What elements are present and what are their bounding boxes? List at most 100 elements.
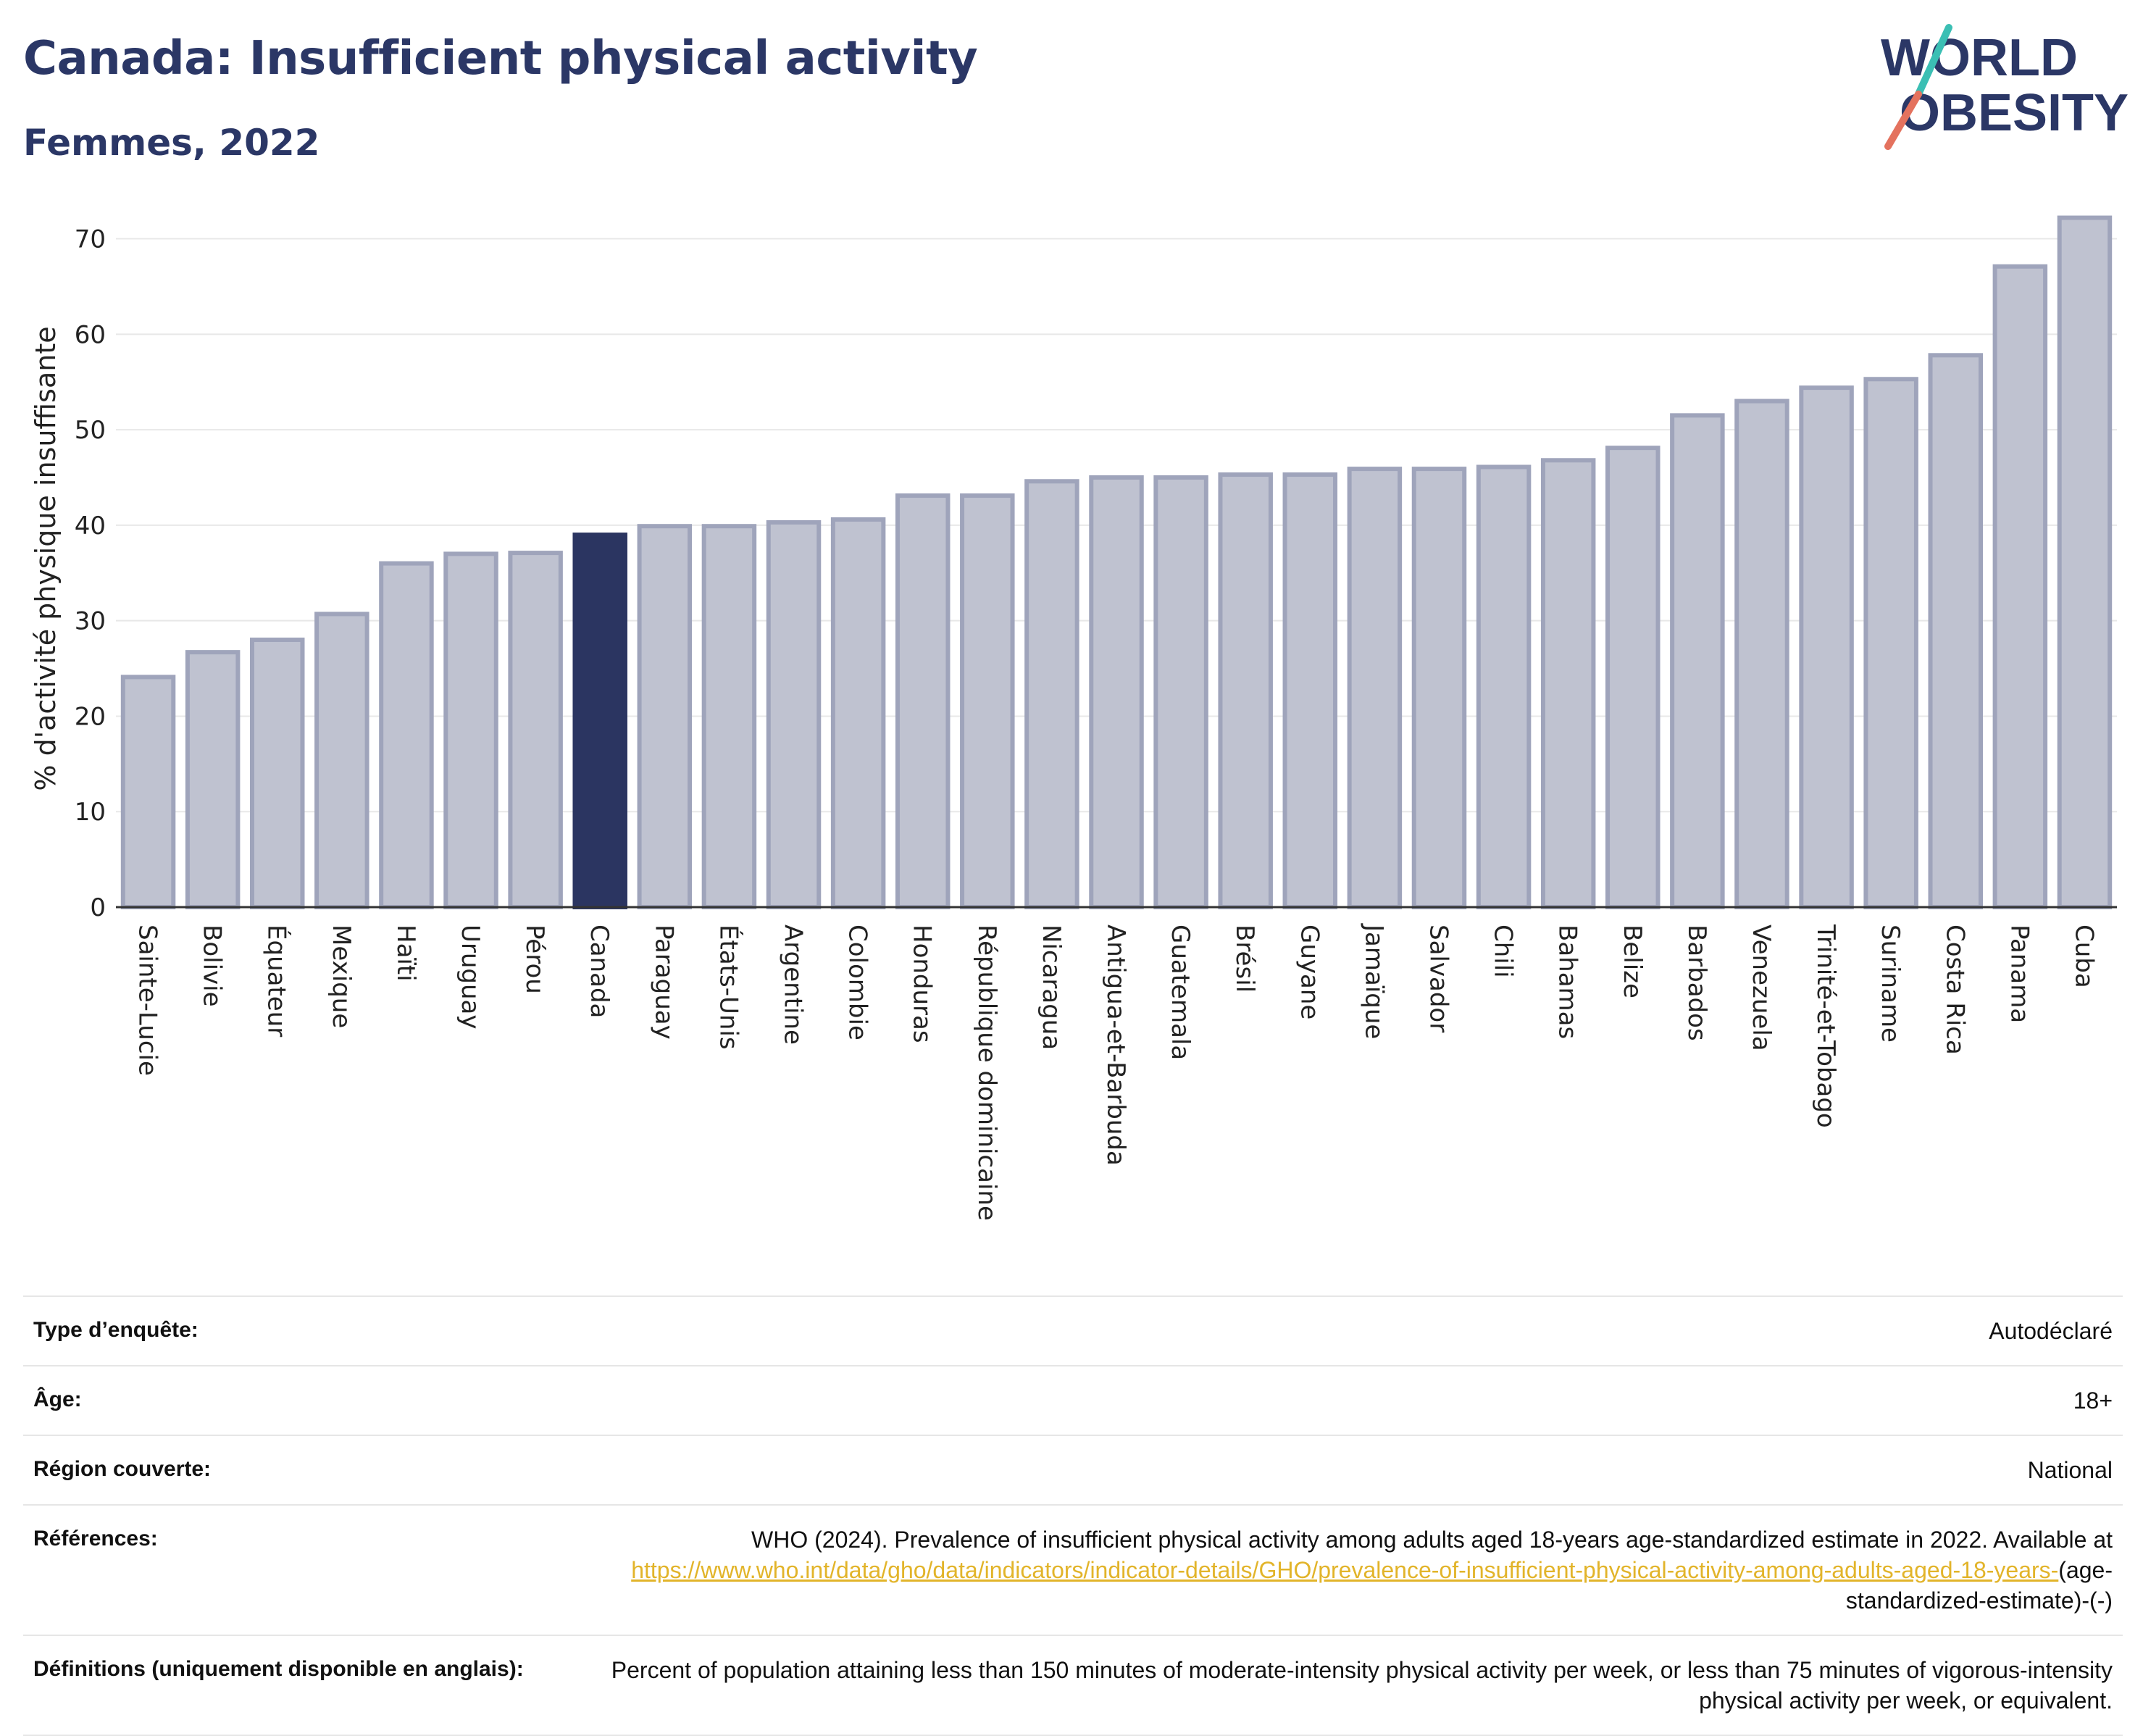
x-tick-label: Pérou	[520, 925, 549, 994]
bar--tats-unis	[701, 524, 757, 909]
x-tick-label: Honduras	[908, 925, 937, 1043]
x-tick-label: Guyane	[1295, 925, 1324, 1019]
bar-bolivie	[185, 650, 241, 909]
bar-canada	[572, 533, 627, 909]
meta-survey-value: Autodéclaré	[540, 1295, 2123, 1366]
meta-age-value: 18+	[540, 1365, 2123, 1435]
bar-chili	[1476, 464, 1532, 909]
meta-row-references: Références: WHO (2024). Prevalence of in…	[23, 1504, 2123, 1635]
bar-guyane	[1282, 472, 1338, 909]
metadata-table: Type d’enquête: Autodéclaré Âge: 18+ Rég…	[23, 1295, 2123, 1736]
x-tick-label: Antigua-et-Barbuda	[1101, 925, 1130, 1166]
bar-nicaragua	[1024, 479, 1079, 909]
bar-argentine	[766, 519, 822, 909]
meta-row-region: Région couverte: National	[23, 1435, 2123, 1505]
bar-bahamas	[1540, 458, 1596, 909]
x-tick-label: Jamaïque	[1359, 923, 1388, 1039]
x-tick-label: Chili	[1489, 925, 1518, 978]
bar-guatemala	[1153, 475, 1208, 909]
x-tick-label: Bahamas	[1553, 925, 1582, 1039]
bar-jama-que	[1347, 467, 1403, 909]
references-suffix: (age-standardized-estimate)-(-)	[1845, 1557, 2113, 1614]
bar-trinit-et-tobago	[1799, 385, 1854, 909]
x-tick-label: Guatemala	[1166, 925, 1195, 1060]
bar-costa-rica	[1928, 353, 1984, 910]
bar-colombie	[830, 517, 886, 909]
x-tick-label: Sainte-Lucie	[133, 925, 162, 1076]
y-axis-ticks: 0 10 20 30 40 50 60 70	[75, 225, 106, 922]
bar-barbados	[1670, 413, 1725, 909]
bar--quateur	[249, 638, 305, 909]
logo-word-obesity: OBESITY	[1900, 84, 2129, 142]
meta-row-age: Âge: 18+	[23, 1365, 2123, 1435]
y-tick-label: 70	[75, 225, 106, 254]
x-axis-ticks: Sainte-Lucie Bolivie Équateur Mexique Haïti U…	[133, 923, 2099, 1221]
bar-honduras	[895, 493, 951, 909]
y-tick-label: 20	[75, 702, 106, 731]
bar-salvador	[1411, 467, 1467, 909]
bar-sainte-lucie	[120, 675, 176, 909]
y-tick-label: 10	[75, 798, 106, 827]
meta-references-label: Références:	[23, 1504, 540, 1635]
x-tick-label: Argentine	[779, 925, 808, 1045]
x-tick-label: Mexique	[327, 925, 356, 1028]
bar-suriname	[1863, 377, 1918, 909]
x-tick-label: République dominicaine	[972, 925, 1001, 1221]
bar-venezuela	[1734, 398, 1789, 909]
meta-region-label: Région couverte:	[23, 1435, 540, 1505]
y-tick-label: 50	[75, 416, 106, 445]
meta-region-value: National	[540, 1435, 2123, 1505]
y-tick-label: 30	[75, 607, 106, 636]
bar-belize	[1605, 446, 1660, 909]
meta-survey-label: Type d’enquête:	[23, 1295, 540, 1366]
bar-p-rou	[508, 551, 563, 909]
bar-paraguay	[637, 524, 693, 909]
x-tick-label: Panama	[2005, 925, 2034, 1023]
x-tick-label: Venezuela	[1747, 925, 1776, 1051]
x-tick-label: Colombie	[843, 925, 872, 1040]
y-axis-label: % d'activité physique insuffisante	[30, 326, 62, 790]
x-tick-label: Barbados	[1682, 925, 1711, 1041]
meta-age-label: Âge:	[23, 1365, 540, 1435]
page-title: Canada: Insufficient physical activity	[23, 32, 978, 85]
world-obesity-logo: WORLD OBESITY	[1881, 24, 2129, 150]
bar-cuba	[2057, 215, 2113, 909]
bar-chart: 0 10 20 30 40 50 60 70 Sainte-Lucie Bolivie Équat…	[30, 215, 2117, 1221]
bar-br-sil	[1218, 472, 1273, 909]
meta-references-value: WHO (2024). Prevalence of insufficient p…	[540, 1504, 2123, 1635]
x-tick-label: Suriname	[1876, 925, 1905, 1043]
bar-panama	[1992, 264, 2048, 909]
x-tick-label: Costa Rica	[1940, 925, 1969, 1055]
x-tick-label: Salvador	[1424, 925, 1453, 1032]
x-tick-label: Canada	[585, 925, 614, 1018]
x-tick-label: Uruguay	[456, 925, 485, 1030]
x-tick-label: Belize	[1618, 925, 1647, 998]
x-tick-label: Nicaragua	[1037, 925, 1066, 1050]
x-tick-label: Équateur	[262, 925, 292, 1037]
y-tick-label: 0	[90, 893, 106, 922]
bar-uruguay	[443, 551, 498, 909]
meta-definitions-value: Percent of population attaining less tha…	[540, 1635, 2123, 1736]
x-tick-label: Bolivie	[198, 925, 227, 1007]
y-tick-label: 40	[75, 512, 106, 541]
logo-slash-coral	[1884, 91, 1922, 150]
x-tick-label: Cuba	[2069, 925, 2098, 988]
references-text: WHO (2024). Prevalence of insufficient p…	[751, 1527, 2113, 1553]
x-tick-label: Brésil	[1230, 925, 1259, 993]
meta-row-survey: Type d’enquête: Autodéclaré	[23, 1295, 2123, 1366]
bar-mexique	[314, 612, 369, 909]
logo-slash-teal	[1915, 24, 1952, 98]
x-tick-label: Trinité-et-Tobago	[1811, 924, 1840, 1128]
meta-definitions-label: Définitions (uniquement disponible en an…	[23, 1635, 540, 1736]
logo-word-world: WORLD	[1881, 29, 2078, 87]
x-tick-label: États-Unis	[714, 925, 743, 1050]
y-tick-label: 60	[75, 320, 106, 349]
chart-bars	[120, 215, 2113, 910]
x-tick-label: Paraguay	[649, 925, 678, 1040]
bar-ha-ti	[379, 561, 434, 909]
page-subtitle: Femmes, 2022	[23, 122, 320, 164]
meta-row-definitions: Définitions (uniquement disponible en an…	[23, 1635, 2123, 1736]
x-tick-label: Haïti	[391, 925, 420, 982]
bar-r-publique-dominicaine	[960, 493, 1015, 909]
references-link[interactable]: https://www.who.int/data/gho/data/indica…	[631, 1557, 2059, 1583]
